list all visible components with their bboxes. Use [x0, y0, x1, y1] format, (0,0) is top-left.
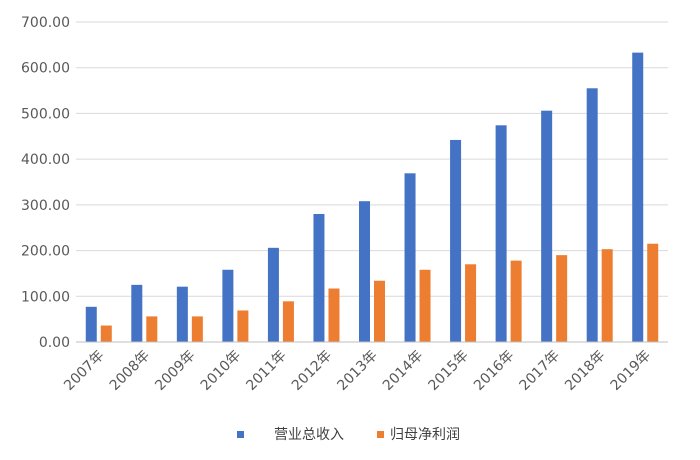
- x-tick-label: 2012年: [289, 348, 335, 394]
- x-tick-label: 2007年: [61, 348, 107, 394]
- y-tick-label: 100.00: [21, 289, 70, 305]
- bar-revenue: [176, 286, 188, 342]
- bar-net-profit: [282, 301, 294, 342]
- bar-revenue: [632, 52, 644, 342]
- bar-net-profit: [100, 325, 112, 342]
- bar-net-profit: [419, 269, 431, 342]
- bar-net-profit: [374, 280, 385, 342]
- gridlines: [76, 21, 668, 297]
- bar-net-profit: [647, 243, 659, 342]
- y-tick-label: 600.00: [21, 61, 70, 77]
- bars: [85, 52, 659, 343]
- x-tick-label: 2013年: [334, 348, 380, 394]
- bar-net-profit: [237, 310, 249, 342]
- x-tick-label: 2019年: [608, 348, 654, 394]
- legend-label: 归母净利润: [390, 426, 460, 443]
- x-tick-label: 2017年: [517, 348, 563, 394]
- legend-swatch: [237, 431, 244, 438]
- legend-swatch: [377, 431, 384, 438]
- bar-revenue: [313, 214, 325, 342]
- bar-net-profit: [556, 255, 568, 342]
- y-tick-label: 300.00: [21, 198, 70, 214]
- x-tick-label: 2008年: [107, 348, 153, 394]
- y-tick-label: 0.00: [39, 335, 70, 351]
- legend: 营业总收入 归母净利润: [237, 426, 460, 443]
- x-tick-label: 2014年: [380, 348, 426, 394]
- bar-revenue: [495, 125, 507, 342]
- bar-revenue: [541, 110, 553, 342]
- y-tick-label: 200.00: [21, 244, 70, 260]
- bar-net-profit: [510, 260, 522, 342]
- x-tick-label: 2009年: [152, 348, 198, 394]
- bar-revenue: [85, 306, 97, 342]
- x-tick-label: 2015年: [425, 348, 471, 394]
- bar-net-profit: [601, 249, 613, 342]
- bar-net-profit: [191, 316, 203, 342]
- y-tick-label: 700.00: [21, 15, 70, 31]
- bar-revenue: [131, 284, 143, 342]
- bar-net-profit: [146, 316, 158, 342]
- bar-revenue: [359, 201, 370, 342]
- bar-revenue: [450, 139, 462, 342]
- y-tick-label: 500.00: [21, 106, 70, 122]
- legend-label: 营业总收入: [274, 427, 344, 443]
- y-tick-label: 400.00: [21, 152, 70, 168]
- x-tick-label: 2016年: [471, 348, 517, 394]
- bar-revenue: [404, 173, 416, 342]
- bar-revenue: [586, 88, 598, 343]
- bar-net-profit: [465, 264, 477, 342]
- bar-net-profit: [328, 288, 340, 342]
- bar-revenue: [267, 247, 279, 342]
- x-tick-label: 2018年: [562, 348, 608, 394]
- bar-revenue: [222, 269, 234, 342]
- x-tick-label: 2010年: [198, 348, 244, 394]
- x-tick-label: 2011年: [243, 348, 289, 394]
